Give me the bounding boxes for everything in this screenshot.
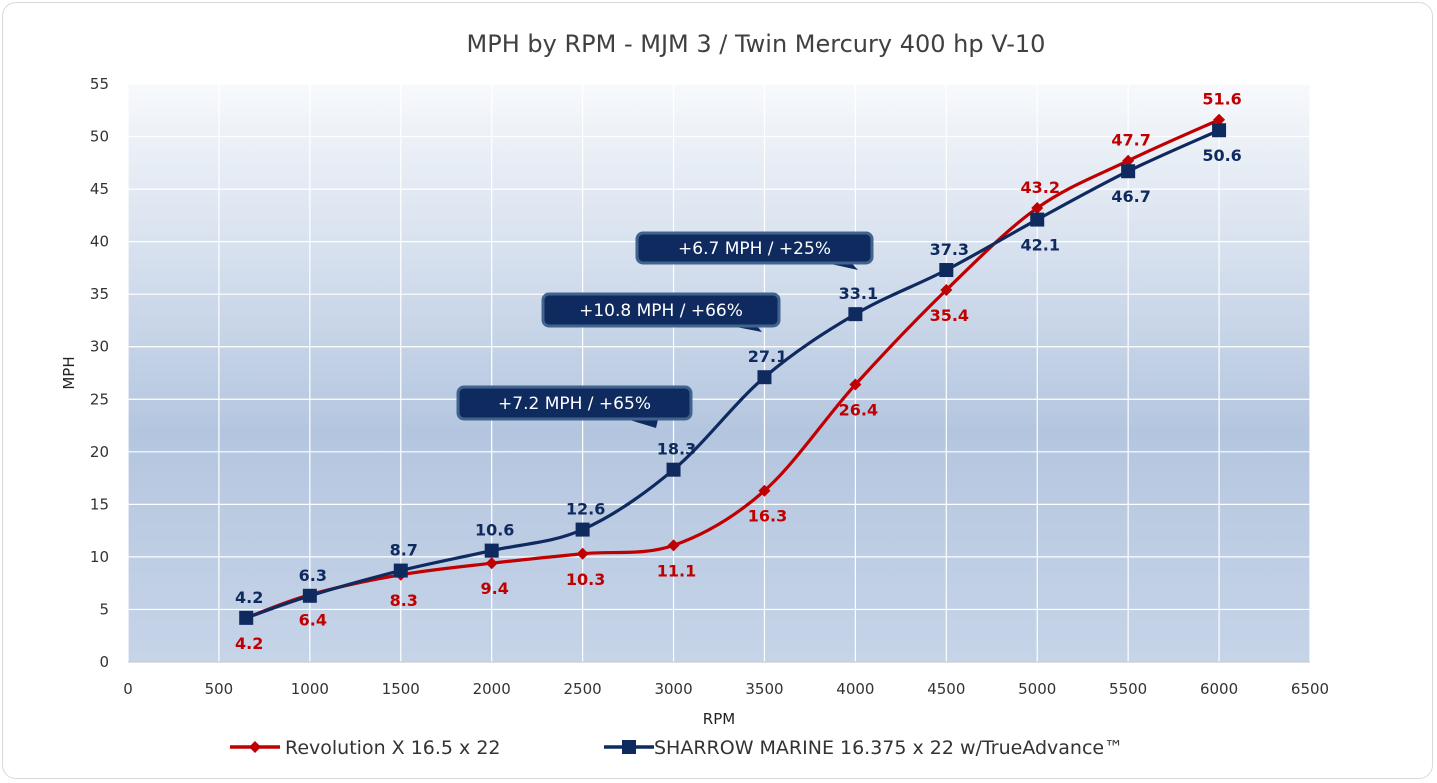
data-label: 4.2 [235, 634, 263, 653]
data-point [939, 263, 954, 278]
y-tick-label: 0 [99, 653, 109, 671]
y-tick-label: 20 [90, 443, 109, 461]
y-tick-label: 55 [90, 75, 109, 93]
data-label: 51.6 [1202, 90, 1241, 109]
x-tick-label: 3000 [654, 680, 692, 698]
x-tick-label: 1500 [382, 680, 420, 698]
data-point [940, 283, 953, 296]
legend-item-sharrow-marine: SHARROW MARINE 16.375 x 22 w/TrueAdvance… [604, 737, 1123, 759]
data-point [239, 610, 254, 625]
data-point [302, 588, 317, 603]
callout-text: +10.8 MPH / +66% [579, 301, 743, 321]
data-label: 42.1 [1020, 236, 1059, 255]
data-label: 4.2 [235, 588, 263, 607]
data-label: 10.6 [475, 521, 514, 540]
data-point [667, 539, 680, 552]
x-tick-label: 5000 [1018, 680, 1056, 698]
data-point [849, 378, 862, 391]
data-point [1212, 123, 1227, 138]
data-point [1031, 202, 1044, 215]
legend-label: SHARROW MARINE 16.375 x 22 w/TrueAdvance… [654, 737, 1123, 759]
y-tick-label: 5 [99, 600, 109, 618]
data-label: 46.7 [1111, 187, 1150, 206]
callout-box [541, 292, 781, 328]
data-label: 12.6 [566, 500, 605, 519]
legend-marker [249, 741, 261, 753]
x-tick-label: 4000 [836, 680, 874, 698]
data-label: 50.6 [1202, 146, 1241, 165]
chart-title: MPH by RPM - MJM 3 / Twin Mercury 400 hp… [467, 30, 1046, 58]
annotation-callout: +6.7 MPH / +25% [635, 231, 874, 270]
legend-label: Revolution X 16.5 x 22 [285, 737, 501, 759]
annotation-callout: +10.8 MPH / +66% [541, 292, 781, 332]
data-point [757, 370, 772, 385]
legend-marker [622, 740, 636, 754]
data-label: 10.3 [566, 570, 605, 589]
callout-text: +7.2 MPH / +65% [498, 394, 651, 414]
callout-text: +6.7 MPH / +25% [678, 239, 831, 259]
data-point [848, 307, 863, 322]
data-label: 16.3 [748, 507, 787, 526]
x-axis-tick-labels: 0 500 1000 1500 2000 2500 3000 3500 4000 4500 5000… [123, 680, 1329, 698]
x-tick-label: 2500 [564, 680, 602, 698]
x-axis-title: RPM [703, 710, 735, 728]
data-point [575, 522, 590, 537]
y-tick-label: 15 [90, 495, 109, 513]
legend-item-revolution-x: Revolution X 16.5 x 22 [230, 737, 501, 759]
y-axis-title: MPH [60, 356, 78, 389]
data-point [1030, 212, 1045, 227]
data-label: 8.7 [390, 541, 418, 560]
data-label: 33.1 [839, 284, 878, 303]
callout-box [456, 385, 693, 421]
data-label: 43.2 [1020, 178, 1059, 197]
series-sharrow-marine: 4.2 6.3 8.7 10.6 12.6 18.3 27.1 33.1 37.3 42.1 46.… [235, 123, 1242, 625]
y-tick-label: 35 [90, 285, 109, 303]
data-point [485, 557, 498, 570]
data-point [393, 563, 408, 578]
x-tick-label: 500 [205, 680, 234, 698]
callout-box [635, 231, 874, 265]
data-label: 27.1 [748, 347, 787, 366]
annotation-callout: +7.2 MPH / +65% [456, 385, 693, 428]
data-point [1121, 164, 1136, 179]
data-point [576, 547, 589, 560]
data-point [484, 543, 499, 558]
data-label: 47.7 [1111, 131, 1150, 150]
y-tick-label: 40 [90, 233, 109, 251]
y-tick-label: 50 [90, 128, 109, 146]
data-label: 8.3 [390, 591, 418, 610]
data-label: 18.3 [657, 440, 696, 459]
data-point [666, 462, 681, 477]
x-tick-label: 6000 [1200, 680, 1238, 698]
x-tick-label: 4500 [927, 680, 965, 698]
data-label: 6.3 [299, 566, 327, 585]
x-tick-label: 0 [123, 680, 133, 698]
y-tick-label: 30 [90, 338, 109, 356]
x-tick-label: 5500 [1109, 680, 1147, 698]
data-label: 6.4 [299, 611, 327, 630]
x-tick-label: 6500 [1291, 680, 1329, 698]
data-label: 11.1 [657, 561, 696, 580]
annotation-callouts: +7.2 MPH / +65% +10.8 MPH / +66% +6.7 MPH … [456, 231, 874, 428]
legend: Revolution X 16.5 x 22 SHARROW MARINE 16.… [230, 737, 1123, 759]
data-point [1122, 154, 1135, 167]
data-label: 9.4 [481, 579, 509, 598]
data-point [1213, 113, 1226, 126]
data-label: 35.4 [930, 306, 969, 325]
y-tick-label: 10 [90, 548, 109, 566]
x-tick-label: 1000 [291, 680, 329, 698]
data-label: 37.3 [930, 240, 969, 259]
x-tick-label: 3500 [745, 680, 783, 698]
y-axis-tick-labels: 0 5 10 15 20 25 30 35 40 45 50 55 [90, 75, 109, 671]
y-tick-label: 25 [90, 390, 109, 408]
x-tick-label: 2000 [473, 680, 511, 698]
y-tick-label: 45 [90, 180, 109, 198]
data-label: 26.4 [839, 401, 878, 420]
data-point [758, 484, 771, 497]
series-layer: 4.2 6.4 8.3 9.4 10.3 11.1 16.3 26.4 35.4 43.2 47.7… [235, 90, 1242, 653]
